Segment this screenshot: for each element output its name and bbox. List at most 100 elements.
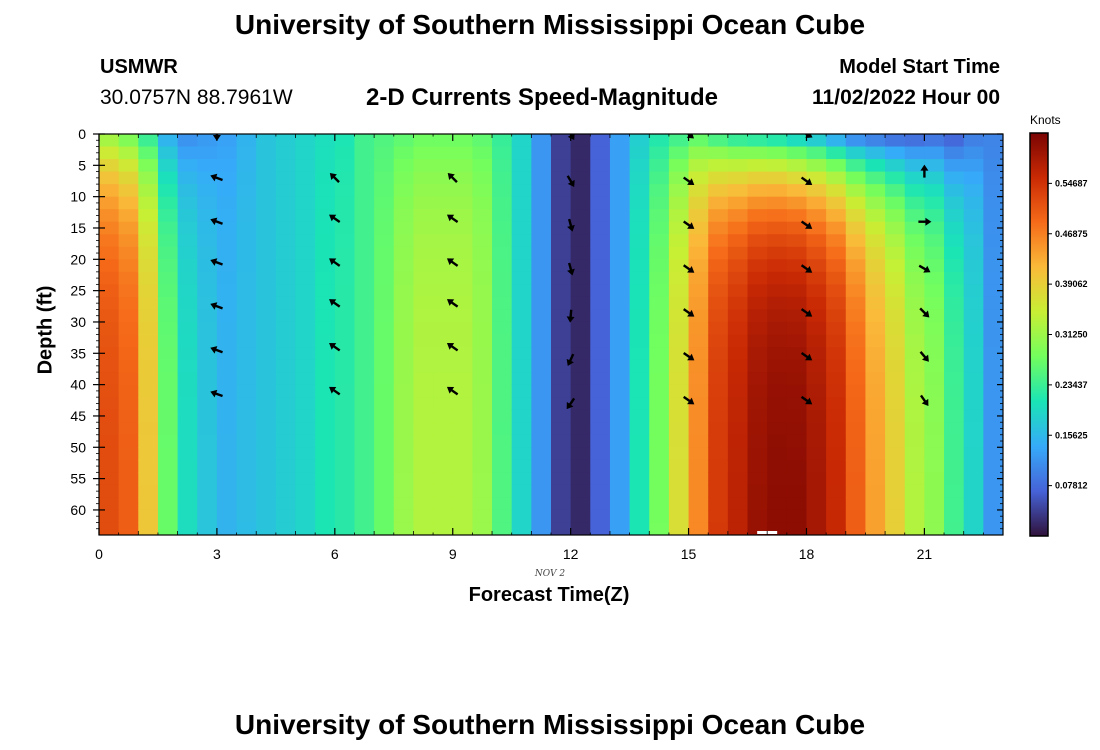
heatmap-cell xyxy=(885,509,906,524)
heatmap-cell xyxy=(256,447,277,461)
heatmap-cell xyxy=(747,384,768,398)
heatmap-cell xyxy=(374,221,395,235)
heatmap-cell xyxy=(688,409,709,423)
heatmap-cell xyxy=(492,447,513,461)
heatmap-cell xyxy=(452,384,473,398)
heatmap-cell xyxy=(924,234,945,248)
heatmap-cell xyxy=(354,271,375,285)
heatmap-cell xyxy=(904,134,925,148)
heatmap-cell xyxy=(492,484,513,499)
heatmap-cell xyxy=(393,134,415,148)
heatmap-cell xyxy=(452,347,473,361)
heatmap-cell xyxy=(334,447,356,461)
heatmap-cell xyxy=(393,509,415,524)
heatmap-cell xyxy=(590,171,611,185)
heatmap-cell xyxy=(511,472,532,486)
heatmap-cell xyxy=(885,459,906,473)
heatmap-cell xyxy=(727,271,749,285)
heatmap-cell xyxy=(826,397,847,411)
heatmap-cell xyxy=(786,434,808,448)
heatmap-cell xyxy=(826,509,847,524)
heatmap-cell xyxy=(295,522,316,535)
heatmap-cell xyxy=(747,296,768,311)
heatmap-cell xyxy=(275,347,297,361)
heatmap-cell xyxy=(629,184,650,198)
heatmap-cell xyxy=(845,522,867,535)
heatmap-cell xyxy=(668,221,690,235)
heatmap-cell xyxy=(944,522,965,535)
heatmap-cell xyxy=(275,434,297,448)
heatmap-cell xyxy=(275,196,297,210)
heatmap-cell xyxy=(865,146,886,160)
heatmap-cell xyxy=(374,397,395,411)
heatmap-cell xyxy=(413,359,434,373)
heatmap-cell xyxy=(904,184,925,198)
heatmap-cell xyxy=(885,234,906,248)
heatmap-cell xyxy=(315,321,336,336)
heatmap-cell xyxy=(629,159,650,173)
heatmap-cell xyxy=(275,246,297,260)
y-tick-label: 15 xyxy=(70,220,86,236)
heatmap-cell xyxy=(374,359,395,373)
heatmap-cell xyxy=(197,409,218,423)
heatmap-cell xyxy=(767,422,788,436)
heatmap-cell xyxy=(708,509,729,524)
heatmap-cell xyxy=(551,296,572,311)
heatmap-cell xyxy=(944,484,965,499)
heatmap-cell xyxy=(99,259,120,273)
heatmap-cell xyxy=(609,434,631,448)
heatmap-cell xyxy=(492,347,513,361)
heatmap-cell xyxy=(944,384,965,398)
heatmap-cell xyxy=(708,372,729,386)
heatmap-cell xyxy=(747,459,768,473)
heatmap-cell xyxy=(629,484,650,499)
heatmap-cell xyxy=(511,284,532,298)
heatmap-cell xyxy=(708,309,729,323)
current-vector-arrow xyxy=(918,217,932,226)
heatmap-cell xyxy=(590,447,611,461)
heatmap-cell xyxy=(138,497,159,511)
heatmap-cell xyxy=(845,259,867,273)
heatmap-cell xyxy=(845,321,867,336)
heatmap-cell xyxy=(727,384,749,398)
heatmap-cell xyxy=(826,209,847,223)
heatmap-cell xyxy=(236,196,257,210)
heatmap-cell xyxy=(433,321,454,336)
heatmap-cell xyxy=(786,196,808,210)
heatmap-cell xyxy=(334,146,356,160)
colorbar-tick-label: 0.07812 xyxy=(1055,481,1088,491)
heatmap-cell xyxy=(118,196,139,210)
heatmap-cell xyxy=(1003,234,1023,247)
heatmap-cell xyxy=(295,321,316,336)
heatmap-cell xyxy=(747,509,768,524)
heatmap-cell xyxy=(1003,134,1023,147)
heatmap-cell xyxy=(433,472,454,486)
heatmap-cell xyxy=(138,334,159,348)
heatmap-cell xyxy=(826,447,847,461)
heatmap-cell xyxy=(256,271,277,285)
heatmap-cell xyxy=(747,422,768,436)
heatmap-cell xyxy=(216,259,238,273)
heatmap-cell xyxy=(452,459,473,473)
heatmap-cell xyxy=(275,334,297,348)
heatmap-cell xyxy=(708,347,729,361)
heatmap-cell xyxy=(354,259,375,273)
heatmap-cell xyxy=(433,434,454,448)
heatmap-cell xyxy=(963,459,984,473)
heatmap-cell xyxy=(492,359,513,373)
heatmap-cell xyxy=(590,472,611,486)
heatmap-cell xyxy=(118,359,139,373)
heatmap-cell xyxy=(334,397,356,411)
heatmap-cell xyxy=(845,196,867,210)
heatmap-cell xyxy=(197,509,218,524)
heatmap-cell xyxy=(727,522,749,535)
heatmap-cell xyxy=(963,246,984,260)
heatmap-cell xyxy=(885,447,906,461)
heatmap-cell xyxy=(315,159,336,173)
heatmap-cell xyxy=(688,309,709,323)
heatmap-cell xyxy=(531,447,552,461)
heatmap-cell xyxy=(334,259,356,273)
heatmap-cell xyxy=(944,209,965,223)
heatmap-cell xyxy=(688,372,709,386)
heatmap-cell xyxy=(354,434,375,448)
